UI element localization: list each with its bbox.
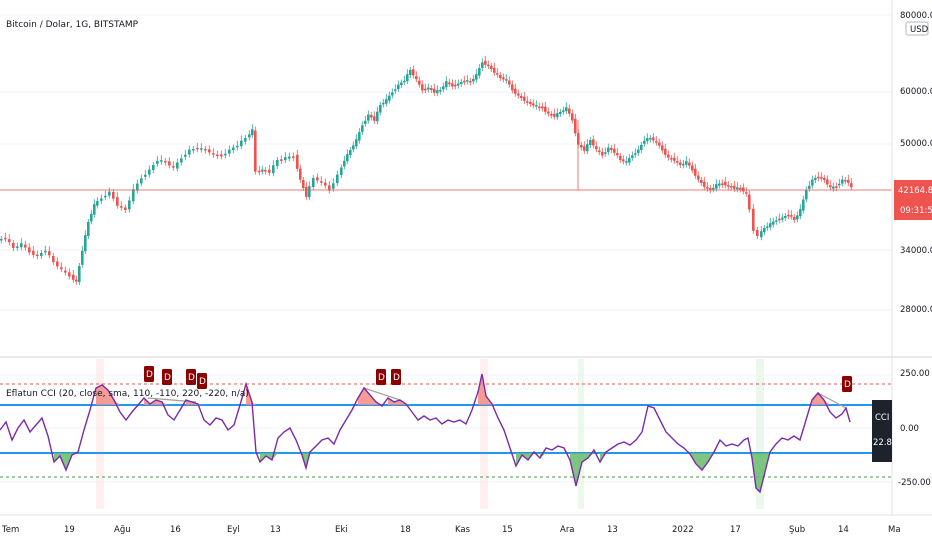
highlight-bands <box>96 359 764 509</box>
time-tick: 14 <box>838 525 849 535</box>
time-tick: Tem <box>1 525 19 535</box>
divergence-marker: D <box>197 373 207 389</box>
divergence-markers: D D D D D DD <box>144 366 852 392</box>
divergence-marker: D <box>144 366 154 382</box>
currency-badge[interactable] <box>905 21 929 36</box>
cci-badge-label: CCI <box>875 413 889 423</box>
divergence-marker: D <box>842 376 852 392</box>
divergence-marker: D <box>162 369 172 385</box>
svg-text:D: D <box>146 370 153 380</box>
time-tick: Şub <box>789 525 805 535</box>
divergence-marker: D <box>186 369 196 385</box>
svg-text:D: D <box>164 373 171 383</box>
price-axis[interactable]: 80000.00 60000.00 50000.00 34000.00 2800… <box>900 11 932 315</box>
cci-line <box>0 373 851 494</box>
price-tick: 50000.00 <box>900 139 932 149</box>
time-tick: 17 <box>730 525 741 535</box>
svg-text:D: D <box>199 377 206 387</box>
time-tick: Kas <box>455 525 471 535</box>
svg-text:D: D <box>393 373 400 383</box>
svg-text:D: D <box>844 380 851 390</box>
indicator-axis[interactable]: 250.00 0.00 -250.00 <box>898 369 931 488</box>
time-tick: Ağu <box>114 525 131 535</box>
time-tick: 13 <box>270 525 281 535</box>
svg-text:D: D <box>188 373 195 383</box>
time-tick: 16 <box>170 525 181 535</box>
time-tick: 13 <box>607 525 618 535</box>
cci-value-badge <box>872 400 892 462</box>
divergence-marker: D <box>376 369 386 385</box>
currency-badge-label: USD <box>910 25 929 35</box>
time-tick: Ara <box>560 525 575 535</box>
price-tick: 34000.00 <box>900 246 932 256</box>
time-tick: Eki <box>335 525 348 535</box>
symbol-title[interactable]: Bitcoin / Dolar, 1G, BITSTAMP <box>6 20 139 30</box>
cci-badge-value: 22.8 <box>873 438 892 448</box>
price-tick: 28000.00 <box>900 305 932 315</box>
time-axis[interactable]: Tem 19 Ağu 16 Eyl 13 Eki 18 Kas 15 Ara 1… <box>1 525 901 535</box>
cci-axis-tick: 0.00 <box>900 424 919 434</box>
cci-axis-tick: 250.00 <box>900 369 930 379</box>
price-tick: 60000.00 <box>900 87 932 97</box>
time-tick: Eyl <box>227 525 240 535</box>
time-tick: 2022 <box>672 525 694 535</box>
last-price-value: 42164.80 <box>898 186 932 196</box>
price-tick: 80000.00 <box>900 11 932 21</box>
time-tick: 18 <box>400 525 411 535</box>
cci-axis-tick: -250.00 <box>898 478 931 488</box>
candlestick-series <box>0 55 853 285</box>
divergence-marker: D <box>391 369 401 385</box>
time-tick: Ma <box>888 525 901 535</box>
time-tick: 15 <box>502 525 513 535</box>
last-price-badge <box>894 180 932 220</box>
time-tick: 19 <box>64 525 75 535</box>
indicator-title[interactable]: Eflatun CCI (20, close, sma, 110, -110, … <box>6 389 249 399</box>
countdown: 09:31:59 <box>900 206 932 216</box>
svg-text:D: D <box>378 373 385 383</box>
